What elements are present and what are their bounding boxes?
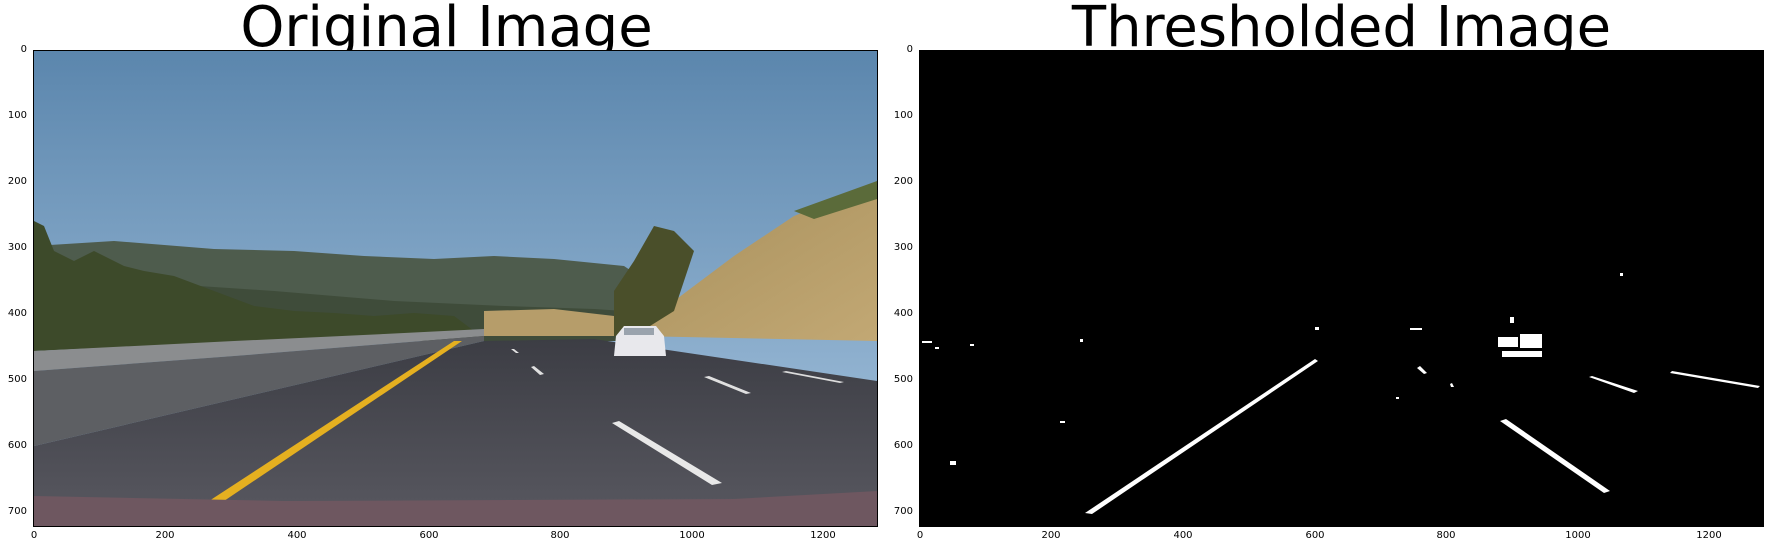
x-tick-label: 1200 <box>810 530 836 541</box>
y-tick-label: 0 <box>20 44 27 55</box>
y-tick-label: 0 <box>906 44 913 55</box>
x-tick-label: 200 <box>1041 530 1061 541</box>
x-tick-label: 0 <box>30 530 38 541</box>
y-tick-label: 100 <box>893 110 913 121</box>
y-tick-label: 300 <box>893 242 913 253</box>
y-tick-label: 100 <box>7 110 27 121</box>
binary-threshold-image <box>920 51 1763 526</box>
thresholded-image-axes <box>919 50 1764 527</box>
x-tick-label: 1200 <box>1696 530 1722 541</box>
y-tick-label: 500 <box>893 374 913 385</box>
y-tick-label: 500 <box>7 374 27 385</box>
x-tick-label: 400 <box>1173 530 1193 541</box>
original-image-title: Original Image <box>240 0 653 60</box>
original-image-axes <box>33 50 878 527</box>
y-tick-label: 700 <box>7 506 27 517</box>
x-tick-label: 1000 <box>679 530 705 541</box>
y-tick-label: 200 <box>7 176 27 187</box>
x-tick-label: 1000 <box>1565 530 1591 541</box>
y-tick-label: 200 <box>893 176 913 187</box>
x-tick-label: 200 <box>155 530 175 541</box>
x-tick-label: 800 <box>550 530 570 541</box>
x-tick-label: 800 <box>1436 530 1456 541</box>
x-tick-label: 600 <box>419 530 439 541</box>
x-tick-label: 400 <box>287 530 307 541</box>
original-image-panel: Original Image <box>0 0 885 549</box>
y-tick-label: 700 <box>893 506 913 517</box>
road-photo <box>34 51 877 526</box>
thresholded-image-title: Thresholded Image <box>1071 0 1612 60</box>
y-tick-label: 300 <box>7 242 27 253</box>
y-tick-label: 600 <box>7 440 27 451</box>
x-tick-label: 0 <box>916 530 924 541</box>
y-tick-label: 400 <box>893 308 913 319</box>
y-tick-label: 600 <box>893 440 913 451</box>
thresholded-image-panel: Thresholded Image <box>885 0 1771 549</box>
x-tick-label: 600 <box>1305 530 1325 541</box>
y-tick-label: 400 <box>7 308 27 319</box>
